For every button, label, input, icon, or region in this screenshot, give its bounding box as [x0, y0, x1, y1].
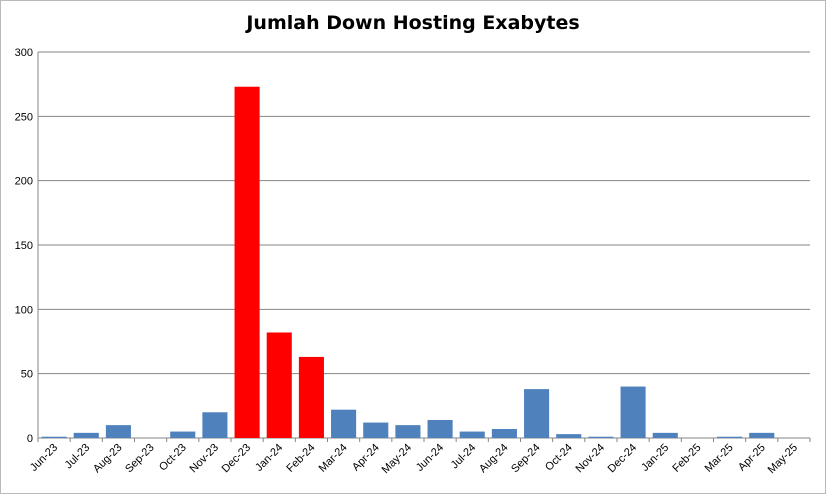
bar [266, 332, 292, 438]
x-tick-label: Feb-25 [670, 442, 703, 475]
x-tick-label: Oct-23 [157, 442, 189, 474]
x-tick-label: Jan-24 [253, 442, 285, 474]
bar [73, 432, 99, 438]
bar [652, 432, 678, 438]
x-tick-label: Sep-24 [509, 442, 543, 476]
bar [105, 425, 131, 438]
x-tick-label: Jul-24 [449, 442, 479, 472]
x-tick-label: Nov-24 [573, 442, 607, 476]
x-tick-label: Aug-23 [91, 442, 125, 476]
y-tick-label: 150 [15, 240, 33, 252]
y-tick-label: 0 [27, 433, 33, 445]
bar [620, 386, 646, 438]
bar [749, 432, 775, 438]
x-tick-label: May-24 [380, 442, 414, 476]
y-tick-label: 200 [15, 176, 33, 188]
x-tick-label: Dec-23 [220, 442, 254, 476]
bar [41, 436, 67, 438]
bar [717, 436, 743, 438]
bar [459, 431, 485, 438]
bar [331, 409, 357, 438]
x-tick-label: Feb-24 [284, 442, 317, 475]
x-tick-label: Mar-25 [703, 442, 736, 475]
x-tick-label: Mar-24 [317, 442, 350, 475]
x-tick-label: May-25 [766, 442, 800, 476]
bar [395, 425, 421, 438]
bar [524, 389, 550, 438]
bar [170, 431, 196, 438]
x-tick-label: Apr-24 [350, 442, 382, 474]
x-tick-label: Apr-25 [736, 442, 768, 474]
bar [298, 356, 324, 438]
x-tick-label: Jul-23 [63, 442, 93, 472]
x-tick-label: Jun-24 [414, 442, 446, 474]
x-tick-label: Dec-24 [606, 442, 640, 476]
bar [556, 434, 582, 438]
x-tick-label: Aug-24 [477, 442, 511, 476]
bar [234, 86, 260, 439]
y-tick-label: 50 [21, 369, 33, 381]
x-tick-label: Sep-23 [123, 442, 157, 476]
y-tick-label: 100 [15, 304, 33, 316]
y-tick-label: 300 [15, 47, 33, 59]
chart-title: Jumlah Down Hosting Exabytes [246, 12, 580, 34]
bar [588, 436, 614, 438]
x-tick-label: Jan-25 [639, 442, 671, 474]
bar [491, 428, 517, 438]
x-tick-label: Nov-23 [187, 442, 221, 476]
y-tick-label: 250 [15, 111, 33, 123]
x-tick-label: Oct-24 [543, 442, 575, 474]
bar [202, 412, 228, 438]
bar [363, 422, 389, 438]
x-tick-label: Jun-23 [28, 442, 60, 474]
bar [427, 419, 453, 438]
